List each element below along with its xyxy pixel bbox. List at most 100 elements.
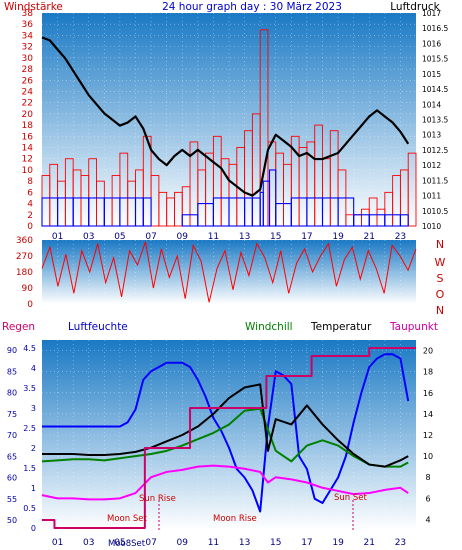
compass-label: N	[436, 304, 444, 317]
wind-axis-tick: 12	[22, 155, 33, 165]
wind-axis-tick: 2	[27, 211, 33, 221]
humidity-axis-tick: 80	[7, 389, 17, 398]
rain-axis-tick: 2.5	[23, 424, 36, 433]
compass-label: W	[435, 256, 446, 269]
pressure-line	[41, 36, 410, 197]
temp-humidity-panel	[42, 340, 416, 530]
temp-x-tick: 19	[332, 538, 344, 548]
legend-temperatur: Temperatur	[310, 321, 372, 333]
temperature-axis-tick: 4	[425, 515, 430, 524]
temp-x-tick: 03	[83, 538, 94, 548]
temperature-axis-tick: 10	[423, 452, 433, 461]
humidity-axis-tick: 65	[7, 452, 17, 461]
wind-x-tick: 01	[52, 232, 63, 242]
wind-average-bar	[337, 197, 355, 227]
wind-x-tick: 07	[145, 232, 156, 242]
header-right-label: Luftdruck	[390, 1, 440, 13]
pressure-axis-tick: 1010.5	[422, 207, 448, 216]
wind-x-tick: 03	[83, 232, 94, 242]
temperature-axis-tick: 8	[425, 473, 430, 482]
wind-average-bar	[142, 197, 152, 227]
humidity-axis-tick: 90	[7, 346, 17, 355]
annotation-sun-rise: Sun Rise	[139, 494, 176, 504]
pressure-axis-tick: 1012.5	[422, 146, 448, 155]
wind-x-tick: 09	[177, 232, 189, 242]
direction-axis-tick: 360	[16, 236, 33, 246]
dewpoint-line	[41, 464, 409, 501]
annotation-sun-set: Sun Set	[334, 493, 367, 503]
wind-average-bar	[399, 214, 409, 227]
header-left-label: Windstärke	[4, 1, 63, 13]
pressure-axis-tick: 1015.5	[422, 55, 448, 64]
wind-x-tick: 15	[270, 232, 281, 242]
temperature-axis-tick: 14	[423, 410, 433, 419]
wind-pressure-x-axis: 01 03 05 07 09 11 13 15 17 19 21 23	[52, 232, 406, 242]
wind-axis-tick: 24	[22, 87, 34, 97]
wind-x-tick: 19	[332, 232, 344, 242]
wind-axis-tick: 6	[27, 188, 33, 198]
temp-x-tick: 07	[145, 538, 156, 548]
humidity-axis: 50 55 60 65 70 75 80 85 90	[7, 346, 17, 525]
rain-axis-tick: 1.5	[23, 464, 36, 473]
annotation-moon-set-bottom: Moo8Set	[108, 539, 146, 549]
humidity-axis-tick: 55	[7, 495, 17, 504]
rain-axis-tick: 1	[31, 484, 36, 493]
temperature-axis-tick: 16	[423, 389, 433, 398]
temp-x-tick: 23	[395, 538, 406, 548]
wind-axis-tick: 10	[22, 166, 34, 176]
wind-strength-bar	[407, 152, 417, 227]
legend-luftfeuchte: Luftfeuchte	[68, 321, 128, 333]
temperature-axis-tick: 12	[423, 431, 433, 440]
pressure-axis-tick: 1011.5	[422, 176, 448, 185]
wind-x-tick: 05	[114, 232, 125, 242]
wind-axis-tick: 32	[22, 43, 33, 53]
wind-average-bar	[268, 169, 277, 227]
temp-x-tick: 15	[270, 538, 281, 548]
rain-axis-tick: 4.5	[23, 344, 36, 353]
humidity-axis-tick: 75	[7, 410, 17, 419]
rain-axis-tick: 2	[31, 444, 36, 453]
pressure-axis-tick: 1015	[422, 70, 441, 79]
wind-axis-tick: 34	[22, 31, 34, 41]
direction-axis-left: 0 90 180 270 360	[16, 236, 33, 310]
legend-taupunkt: Taupunkt	[389, 321, 438, 333]
direction-axis-tick: 180	[16, 268, 33, 278]
humidity-axis-tick: 50	[7, 516, 17, 525]
temp-x-tick: 11	[208, 538, 219, 548]
direction-axis-tick: 270	[16, 252, 33, 262]
wind-axis-tick: 4	[27, 200, 33, 210]
wind-axis-tick: 18	[22, 121, 34, 131]
pressure-axis-tick: 1013	[422, 131, 441, 140]
wind-axis-tick: 22	[22, 99, 33, 109]
direction-axis-tick: 0	[27, 300, 33, 310]
wind-x-tick: 13	[239, 232, 250, 242]
compass-label: S	[437, 272, 444, 285]
humidity-axis-tick: 85	[7, 367, 17, 376]
rain-axis-tick: 3.5	[23, 384, 36, 393]
rain-axis: 0 0.5 1 1.5 2 2.5 3 3.5 4 4.5	[23, 344, 36, 533]
annotation-moon-set: Moon Set	[107, 514, 147, 524]
pressure-axis-tick: 1012	[422, 161, 441, 170]
pressure-axis-tick: 1010	[422, 222, 441, 231]
wind-axis-tick: 28	[22, 65, 34, 75]
humidity-axis-tick: 60	[7, 474, 17, 483]
temp-x-tick: 13	[239, 538, 250, 548]
wind-direction-series	[41, 241, 417, 303]
temp-x-tick: 21	[364, 538, 375, 548]
rain-axis-tick: 4	[31, 364, 36, 373]
temperature-axis-tick: 18	[423, 368, 433, 377]
humidity-axis-tick: 70	[7, 431, 17, 440]
temp-humidity-series	[41, 347, 416, 529]
rain-axis-tick: 0.5	[23, 504, 36, 513]
legend-windchill: Windchill	[245, 321, 293, 333]
wind-x-tick: 21	[364, 232, 375, 242]
rain-axis-tick: 0	[31, 524, 36, 533]
wind-axis-tick: 8	[27, 177, 33, 187]
wind-axis-tick: 30	[22, 54, 34, 64]
pressure-axis-tick: 1014	[422, 100, 441, 109]
direction-axis-tick: 90	[22, 284, 34, 294]
